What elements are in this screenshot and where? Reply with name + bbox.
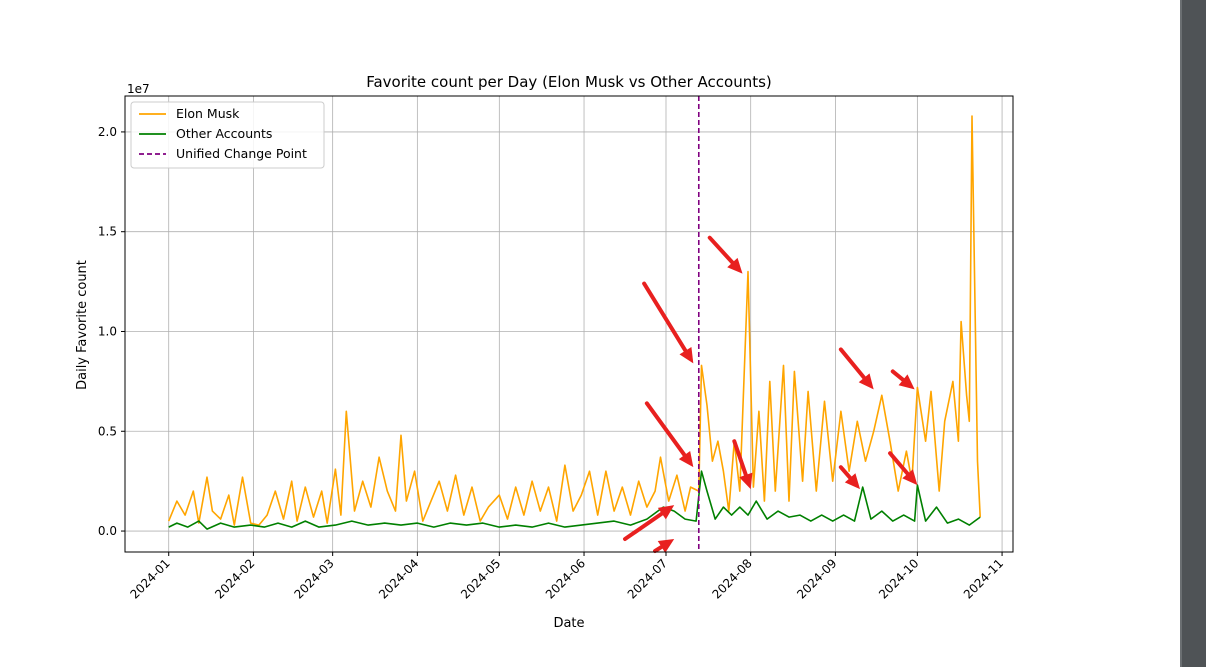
legend-label: Unified Change Point — [176, 146, 307, 161]
arrow-shaft — [642, 281, 688, 353]
y-axis-offset-label: 1e7 — [127, 82, 150, 96]
arrow-head — [678, 450, 694, 468]
annotation-arrows — [623, 235, 918, 554]
legend-label: Elon Musk — [176, 106, 240, 121]
arrow-head — [727, 257, 743, 274]
annotation-arrow — [888, 451, 918, 486]
annotation-arrow — [644, 401, 694, 468]
annotation-arrow — [642, 281, 694, 364]
x-tick-label: 2024-08 — [709, 556, 754, 601]
x-tick-label: 2024-06 — [543, 556, 588, 601]
series-line-other-accounts — [168, 470, 981, 530]
x-tick-label: 2024-04 — [376, 556, 421, 601]
x-tick-label: 2024-10 — [876, 556, 921, 601]
plot-frame — [124, 95, 1014, 553]
arrow-head — [844, 473, 860, 490]
legend-box — [130, 101, 325, 169]
y-axis-title: Daily Favorite count — [75, 260, 90, 390]
arrow-shaft — [890, 369, 906, 382]
arrow-shaft — [838, 465, 853, 480]
arrow-head — [898, 374, 915, 390]
arrow-head — [657, 505, 675, 520]
y-tick-label: 2.0 — [98, 125, 117, 139]
legend-item-unified-change-point: Unified Change Point — [139, 146, 307, 161]
x-tick-label: 2024-01 — [127, 556, 172, 601]
annotation-arrow — [623, 505, 675, 542]
x-tick-label: 2024-07 — [625, 556, 670, 601]
scrollbar-track[interactable] — [1182, 0, 1206, 667]
y-tick-label: 0.0 — [98, 524, 117, 538]
arrow-shaft — [838, 347, 867, 380]
y-tick-label: 0.5 — [98, 424, 117, 438]
x-tick-label: 2024-03 — [291, 556, 336, 601]
arrow-shaft — [888, 451, 910, 476]
x-axis-title: Date — [553, 616, 584, 631]
y-tick-label: 1.5 — [98, 225, 117, 239]
x-tick-label: 2024-11 — [961, 556, 1006, 601]
line-chart: 0.0 0.5 1.0 1.5 2.0 2024-01 2024-02 2024-03 2024… — [75, 73, 1014, 631]
series-line-elon-musk — [167, 115, 981, 526]
legend: Elon Musk Other Accounts Unified Change … — [130, 101, 325, 169]
annotation-arrow — [890, 369, 915, 390]
legend-item-elon-musk: Elon Musk — [139, 106, 240, 121]
x-tick-label: 2024-05 — [458, 556, 503, 601]
legend-label: Other Accounts — [176, 126, 272, 141]
arrow-shaft — [623, 511, 664, 542]
chart-figure: 0.0 0.5 1.0 1.5 2.0 2024-01 2024-02 2024-03 2024… — [75, 73, 1014, 631]
x-tick-label: 2024-09 — [794, 556, 839, 601]
annotation-arrow — [838, 347, 874, 390]
arrow-shaft — [653, 544, 664, 554]
arrow-shaft — [644, 401, 687, 458]
annotation-arrow — [732, 439, 753, 490]
annotation-arrow — [838, 465, 860, 490]
annotation-arrow — [707, 235, 743, 274]
arrow-shaft — [732, 439, 748, 477]
arrow-head — [902, 469, 918, 486]
x-tick-label: 2024-02 — [212, 556, 257, 601]
arrow-head — [858, 373, 874, 390]
arrow-shaft — [707, 235, 735, 265]
arrow-head — [739, 472, 753, 490]
scrollbar-edge — [1180, 0, 1182, 667]
y-tick-label: 1.0 — [98, 324, 117, 338]
arrow-head — [679, 346, 694, 364]
annotation-arrow — [653, 539, 675, 554]
axis-ticks: 0.0 0.5 1.0 1.5 2.0 2024-01 2024-02 2024-03 2024… — [98, 125, 1006, 602]
chart-title: Favorite count per Day (Elon Musk vs Oth… — [366, 73, 772, 91]
arrow-head — [657, 539, 675, 553]
legend-item-other-accounts: Other Accounts — [139, 126, 272, 141]
